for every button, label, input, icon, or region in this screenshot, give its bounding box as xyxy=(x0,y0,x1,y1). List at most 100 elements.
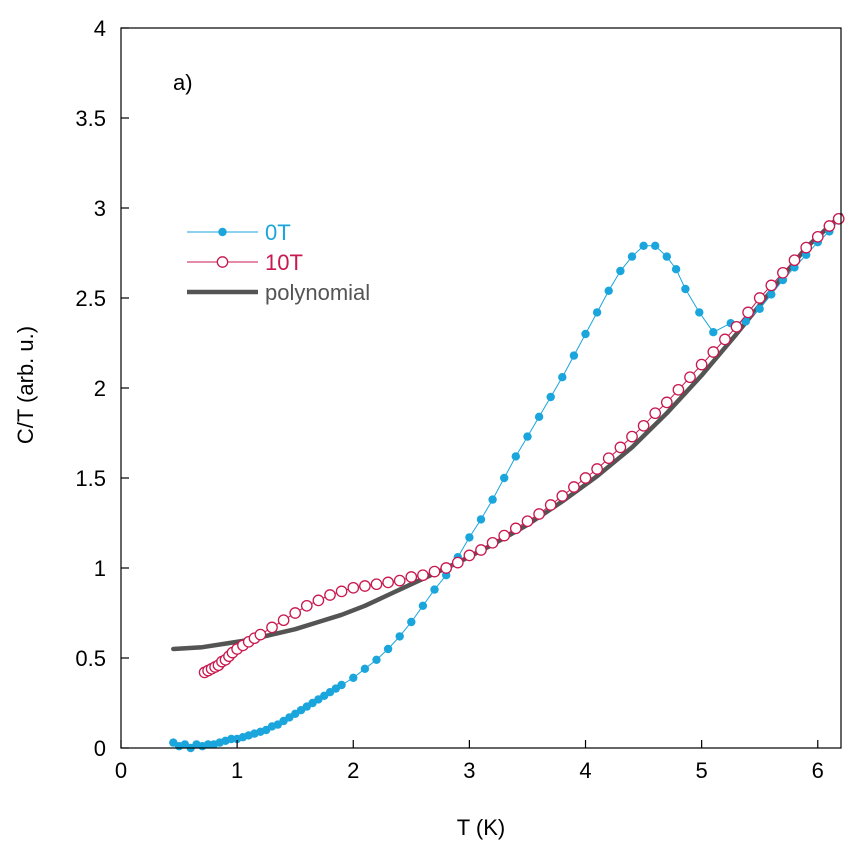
data-point-0t xyxy=(662,252,671,261)
data-point-0t xyxy=(488,495,497,504)
data-point-0t xyxy=(604,286,613,295)
data-point-0t xyxy=(534,412,544,421)
data-point-10t xyxy=(359,580,371,592)
y-tick-label: 3 xyxy=(94,196,106,221)
data-point-0t xyxy=(227,734,236,744)
data-point-0t xyxy=(616,266,625,276)
data-point-0t xyxy=(372,655,381,664)
data-point-0t xyxy=(755,304,764,313)
y-tick-label: 0 xyxy=(94,736,106,761)
legend-label: polynomial xyxy=(265,280,370,305)
x-tick-label: 4 xyxy=(579,758,591,783)
data-point-10t xyxy=(440,562,453,574)
data-point-10t xyxy=(579,472,592,484)
data-point-10t xyxy=(753,292,766,304)
data-point-0t xyxy=(627,252,637,261)
series-10t xyxy=(198,212,845,679)
data-point-0t xyxy=(430,585,439,594)
data-point-10t xyxy=(591,463,603,475)
data-point-0t xyxy=(349,673,358,682)
data-point-0t xyxy=(546,392,555,402)
data-point-10t xyxy=(509,522,522,535)
data-point-0t xyxy=(671,265,681,274)
y-tick-label: 1 xyxy=(94,556,106,581)
data-point-10t xyxy=(475,544,487,556)
data-point-10t xyxy=(556,490,569,502)
data-point-0t xyxy=(681,284,690,294)
data-point-0t xyxy=(695,308,704,317)
data-point-0t xyxy=(523,432,532,441)
x-tick-label: 3 xyxy=(463,758,475,783)
data-point-10t xyxy=(719,333,731,346)
data-point-0t xyxy=(383,644,393,654)
data-point-10t xyxy=(832,212,845,225)
data-point-0t xyxy=(360,664,370,673)
data-point-10t xyxy=(405,571,418,583)
data-point-0t xyxy=(407,617,416,627)
data-point-10t xyxy=(335,585,348,598)
data-point-10t xyxy=(811,230,824,243)
data-point-0t xyxy=(500,473,509,483)
data-point-10t xyxy=(533,508,545,520)
data-point-10t xyxy=(614,441,627,454)
legend-marker xyxy=(218,227,227,237)
data-point-10t xyxy=(254,628,267,641)
data-point-10t xyxy=(521,515,534,528)
data-point-0t xyxy=(592,308,602,317)
data-point-10t xyxy=(672,383,685,396)
data-point-0t xyxy=(651,241,660,250)
data-point-10t xyxy=(823,220,836,232)
data-point-10t xyxy=(695,358,708,371)
data-point-10t xyxy=(684,371,696,384)
data-point-0t xyxy=(767,290,776,299)
data-point-0t xyxy=(511,452,520,461)
data-point-0t xyxy=(418,601,428,610)
x-tick-label: 5 xyxy=(696,758,708,783)
data-point-10t xyxy=(707,346,720,358)
data-point-10t xyxy=(777,266,789,279)
data-point-0t xyxy=(581,329,590,339)
y-axis-title: C/T (arb. u.) xyxy=(13,326,38,444)
plot-frame xyxy=(120,27,842,749)
data-point-10t xyxy=(788,254,801,267)
y-tick-label: 2.5 xyxy=(75,286,106,311)
data-point-10t xyxy=(730,320,743,333)
data-point-0t xyxy=(639,241,648,250)
y-tick-label: 3.5 xyxy=(75,106,106,131)
data-point-10t xyxy=(266,621,278,634)
x-tick-label: 0 xyxy=(115,758,127,783)
data-point-10t xyxy=(393,574,406,587)
x-tick-label: 2 xyxy=(347,758,359,783)
data-point-0t xyxy=(709,328,718,337)
y-tick-label: 0.5 xyxy=(75,646,106,671)
data-point-10t xyxy=(300,599,313,612)
legend-label: 0T xyxy=(265,220,291,245)
legend: 0T 10T polynomial xyxy=(187,220,370,305)
data-point-10t xyxy=(312,594,325,607)
data-point-10t xyxy=(660,396,673,409)
data-point-10t xyxy=(347,581,360,594)
data-point-10t xyxy=(626,430,638,443)
data-point-10t xyxy=(800,241,813,254)
legend-label: 10T xyxy=(265,250,303,275)
panel-label: a) xyxy=(173,70,193,95)
data-point-10t xyxy=(289,607,302,619)
y-tick-label: 2 xyxy=(94,376,106,401)
legend-item-0t: 0T xyxy=(187,220,291,245)
data-point-10t xyxy=(370,578,383,591)
legend-item-polynomial: polynomial xyxy=(187,280,370,305)
data-point-0t xyxy=(465,533,474,542)
data-point-0t xyxy=(337,680,346,690)
data-point-10t xyxy=(486,536,499,549)
legend-item-10t: 10T xyxy=(187,250,303,275)
y-tick-label: 1.5 xyxy=(75,466,106,491)
data-point-0t xyxy=(395,632,404,641)
data-point-10t xyxy=(382,576,394,589)
data-point-0t xyxy=(558,373,567,382)
data-point-10t xyxy=(451,556,464,569)
data-point-10t xyxy=(417,569,429,582)
data-point-10t xyxy=(765,279,778,292)
data-point-10t xyxy=(602,452,615,465)
data-point-10t xyxy=(498,529,511,542)
data-point-10t xyxy=(544,499,557,511)
